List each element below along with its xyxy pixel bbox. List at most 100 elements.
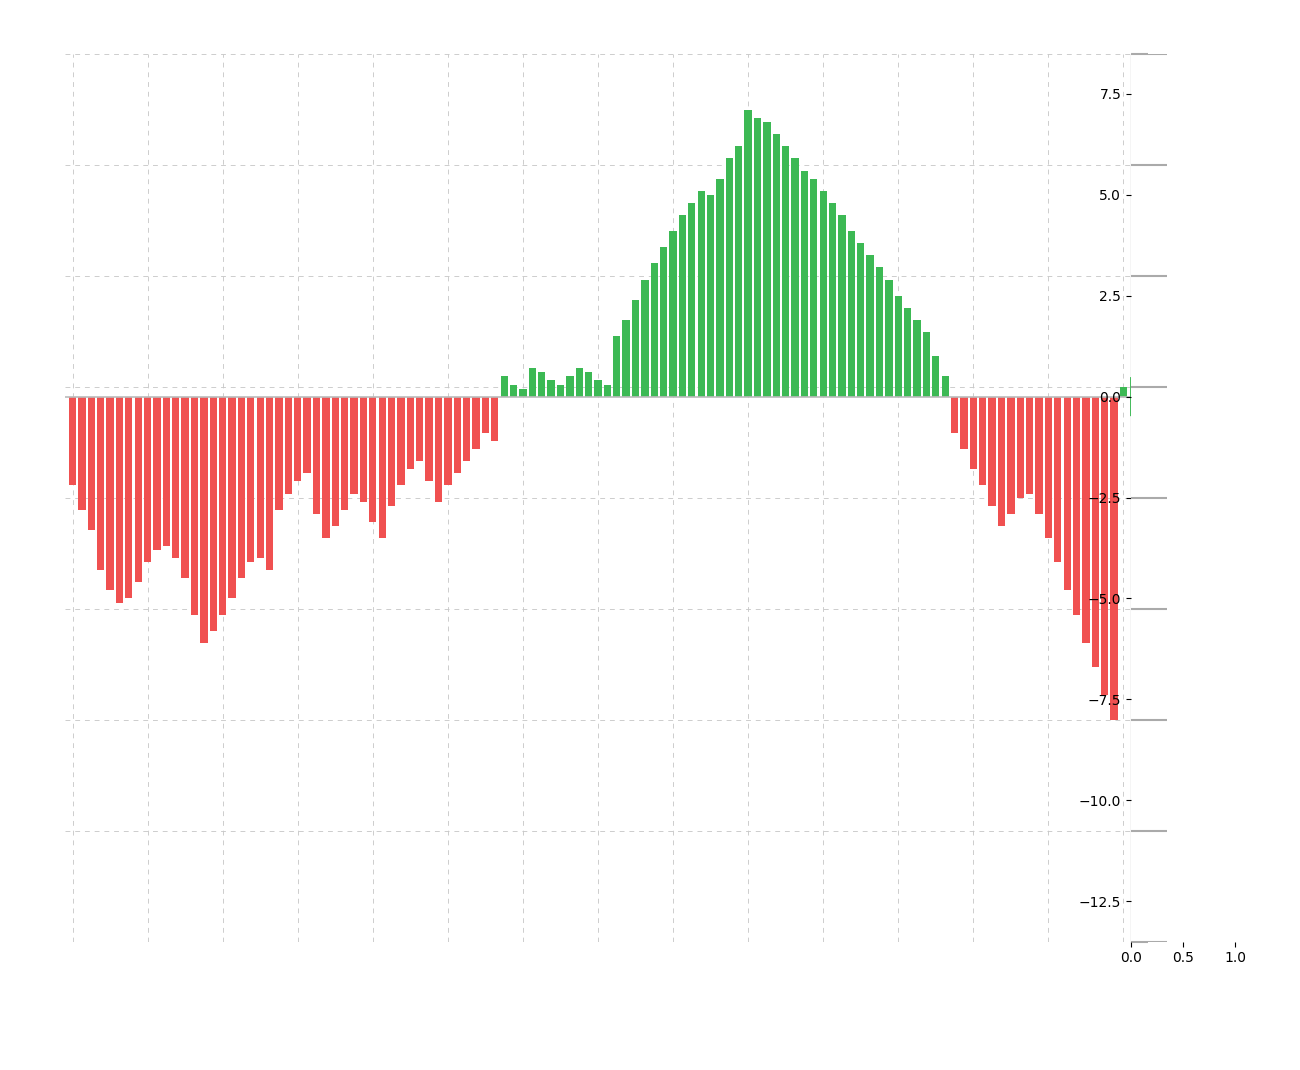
- Bar: [107, 397, 113, 591]
- Bar: [500, 377, 508, 397]
- Bar: [360, 397, 367, 502]
- Bar: [1017, 397, 1024, 498]
- Bar: [276, 397, 282, 509]
- Bar: [914, 320, 920, 397]
- Bar: [1026, 397, 1034, 493]
- Bar: [876, 268, 883, 397]
- Bar: [1101, 397, 1109, 696]
- Bar: [594, 381, 602, 397]
- Bar: [623, 320, 629, 397]
- Bar: [162, 397, 170, 546]
- Bar: [707, 195, 714, 397]
- Bar: [266, 397, 273, 570]
- Bar: [472, 397, 480, 449]
- Bar: [182, 397, 188, 578]
- Bar: [125, 397, 133, 598]
- Bar: [134, 397, 142, 582]
- Bar: [434, 397, 442, 502]
- Bar: [491, 397, 498, 441]
- Bar: [829, 203, 836, 397]
- Bar: [78, 397, 86, 509]
- Bar: [69, 397, 77, 486]
- Bar: [398, 397, 404, 486]
- Bar: [218, 397, 226, 614]
- Bar: [698, 190, 705, 397]
- Bar: [1092, 397, 1098, 667]
- Bar: [1035, 397, 1043, 514]
- Bar: [1119, 386, 1127, 397]
- Bar: [153, 397, 161, 550]
- Bar: [322, 397, 329, 538]
- Bar: [670, 231, 677, 397]
- Bar: [848, 231, 855, 397]
- Bar: [482, 397, 489, 433]
- Bar: [445, 397, 451, 486]
- Bar: [1045, 397, 1052, 538]
- Bar: [519, 388, 526, 397]
- Bar: [1054, 397, 1062, 562]
- Bar: [903, 308, 911, 397]
- Bar: [576, 368, 582, 397]
- Bar: [567, 377, 573, 397]
- Bar: [209, 397, 217, 630]
- Bar: [894, 295, 902, 397]
- Bar: [285, 397, 292, 493]
- Bar: [923, 332, 930, 397]
- Bar: [585, 372, 593, 397]
- Bar: [641, 279, 649, 397]
- Bar: [745, 110, 751, 397]
- Bar: [716, 179, 724, 397]
- Bar: [313, 397, 320, 514]
- Bar: [1072, 397, 1080, 614]
- Bar: [792, 158, 798, 397]
- Bar: [754, 118, 762, 397]
- Bar: [941, 377, 949, 397]
- Bar: [660, 247, 667, 397]
- Bar: [200, 397, 208, 643]
- Bar: [369, 397, 377, 522]
- Bar: [838, 215, 845, 397]
- Bar: [87, 397, 95, 530]
- Bar: [303, 397, 311, 473]
- Bar: [988, 397, 996, 506]
- Bar: [867, 256, 874, 397]
- Bar: [98, 397, 104, 570]
- Bar: [529, 368, 536, 397]
- Bar: [932, 356, 940, 397]
- Bar: [650, 263, 658, 397]
- Bar: [247, 397, 255, 562]
- Bar: [1083, 397, 1089, 643]
- Bar: [679, 215, 686, 397]
- Bar: [378, 397, 386, 538]
- Bar: [351, 397, 358, 493]
- Bar: [294, 397, 302, 482]
- Bar: [603, 384, 611, 397]
- Bar: [425, 397, 433, 482]
- Bar: [547, 381, 555, 397]
- Bar: [614, 336, 620, 397]
- Bar: [763, 122, 771, 397]
- Bar: [734, 147, 742, 397]
- Bar: [229, 397, 235, 598]
- Bar: [950, 397, 958, 433]
- Bar: [961, 397, 967, 449]
- Polygon shape: [1130, 377, 1167, 416]
- Bar: [819, 190, 827, 397]
- Bar: [416, 397, 424, 461]
- Bar: [238, 397, 246, 578]
- Bar: [688, 203, 696, 397]
- Bar: [463, 397, 471, 461]
- Bar: [1110, 397, 1118, 719]
- Bar: [801, 170, 809, 397]
- Bar: [810, 179, 818, 397]
- Bar: [1063, 397, 1071, 591]
- Bar: [725, 158, 733, 397]
- Bar: [454, 397, 462, 473]
- Bar: [538, 372, 546, 397]
- Bar: [144, 397, 151, 562]
- Bar: [116, 397, 124, 602]
- Bar: [191, 397, 198, 614]
- Bar: [172, 397, 179, 559]
- Bar: [341, 397, 348, 509]
- Bar: [1008, 397, 1014, 514]
